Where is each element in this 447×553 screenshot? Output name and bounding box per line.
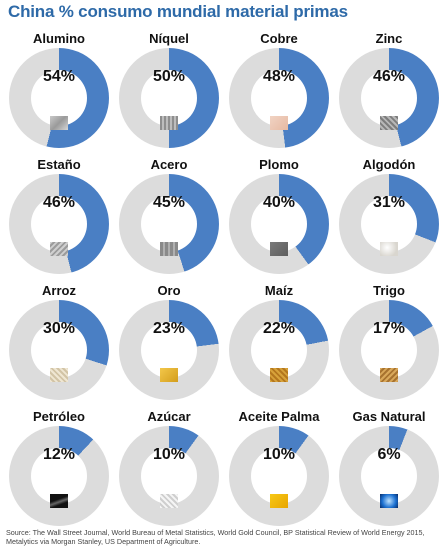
- material-label: Estaño: [37, 157, 81, 172]
- percent-label: 12%: [42, 446, 76, 463]
- source-note: Source: The Wall Street Journal, World B…: [6, 528, 425, 546]
- donut-cell: Cobre 48%: [224, 26, 334, 152]
- gold-icon: [160, 368, 178, 382]
- donut-ring: 46%: [9, 174, 109, 274]
- material-label: Oro: [157, 283, 181, 298]
- lead-icon: [270, 242, 288, 256]
- donut-cell: Gas Natural 6%: [334, 404, 444, 530]
- donut-cell: Plomo 40%: [224, 152, 334, 278]
- wheat-icon: [380, 368, 398, 382]
- donut-cell: Zinc 46%: [334, 26, 444, 152]
- donut-ring: 48%: [229, 48, 329, 148]
- donut-ring: 12%: [9, 426, 109, 526]
- corn-icon: [270, 368, 288, 382]
- donut-ring: 10%: [119, 426, 219, 526]
- donut-ring: 10%: [229, 426, 329, 526]
- percent-label: 17%: [372, 320, 406, 337]
- donut-cell: Acero 45%: [114, 152, 224, 278]
- percent-label: 45%: [152, 194, 186, 211]
- percent-label: 40%: [262, 194, 296, 211]
- donut-cell: Níquel 50%: [114, 26, 224, 152]
- donut-ring: 40%: [229, 174, 329, 274]
- zinc-icon: [380, 116, 398, 130]
- material-label: Acero: [150, 157, 188, 172]
- percent-label: 46%: [372, 68, 406, 85]
- material-label: Níquel: [149, 31, 189, 46]
- percent-label: 50%: [152, 68, 186, 85]
- rice-icon: [50, 368, 68, 382]
- percent-label: 10%: [262, 446, 296, 463]
- donut-cell: Aceite Palma 10%: [224, 404, 334, 530]
- material-label: Petróleo: [32, 409, 85, 424]
- donut-cell: Oro 23%: [114, 278, 224, 404]
- material-label: Azúcar: [147, 409, 191, 424]
- donut-ring: 54%: [9, 48, 109, 148]
- percent-label: 48%: [262, 68, 296, 85]
- natural-gas-icon: [380, 494, 398, 508]
- donut-cell: Estaño 46%: [4, 152, 114, 278]
- steel-icon: [160, 242, 178, 256]
- donut-ring: 6%: [339, 426, 439, 526]
- donut-cell: Alumino 54%: [4, 26, 114, 152]
- donut-cell: Azúcar 10%: [114, 404, 224, 530]
- material-label: Zinc: [375, 31, 403, 46]
- percent-label: 46%: [42, 194, 76, 211]
- donut-cell: Arroz 30%: [4, 278, 114, 404]
- material-label: Gas Natural: [352, 409, 426, 424]
- material-label: Algodón: [362, 157, 416, 172]
- cotton-icon: [380, 242, 398, 256]
- donut-cell: Algodón 31%: [334, 152, 444, 278]
- chart-title: China % consumo mundial material primas: [8, 2, 348, 21]
- oil-icon: [50, 494, 68, 508]
- material-label: Alumino: [33, 31, 85, 46]
- percent-label: 22%: [262, 320, 296, 337]
- donut-ring: 17%: [339, 300, 439, 400]
- percent-label: 23%: [152, 320, 186, 337]
- aluminum-icon: [50, 116, 68, 130]
- nickel-icon: [160, 116, 178, 130]
- donut-ring: 30%: [9, 300, 109, 400]
- donut-ring: 22%: [229, 300, 329, 400]
- percent-label: 6%: [377, 446, 401, 463]
- sugar-icon: [160, 494, 178, 508]
- percent-label: 54%: [42, 68, 76, 85]
- percent-label: 10%: [152, 446, 186, 463]
- donut-cell: Trigo 17%: [334, 278, 444, 404]
- donut-ring: 46%: [339, 48, 439, 148]
- material-label: Plomo: [259, 157, 299, 172]
- percent-label: 30%: [42, 320, 76, 337]
- donut-ring: 23%: [119, 300, 219, 400]
- material-label: Maíz: [264, 283, 294, 298]
- material-label: Trigo: [373, 283, 405, 298]
- donut-cell: Petróleo 12%: [4, 404, 114, 530]
- donut-cell: Maíz 22%: [224, 278, 334, 404]
- donut-ring: 50%: [119, 48, 219, 148]
- material-label: Arroz: [42, 283, 76, 298]
- material-label: Aceite Palma: [238, 409, 320, 424]
- tin-icon: [50, 242, 68, 256]
- palm-oil-icon: [270, 494, 288, 508]
- material-label: Cobre: [260, 31, 298, 46]
- donut-ring: 45%: [119, 174, 219, 274]
- copper-icon: [270, 116, 288, 130]
- percent-label: 31%: [372, 194, 406, 211]
- donut-ring: 31%: [339, 174, 439, 274]
